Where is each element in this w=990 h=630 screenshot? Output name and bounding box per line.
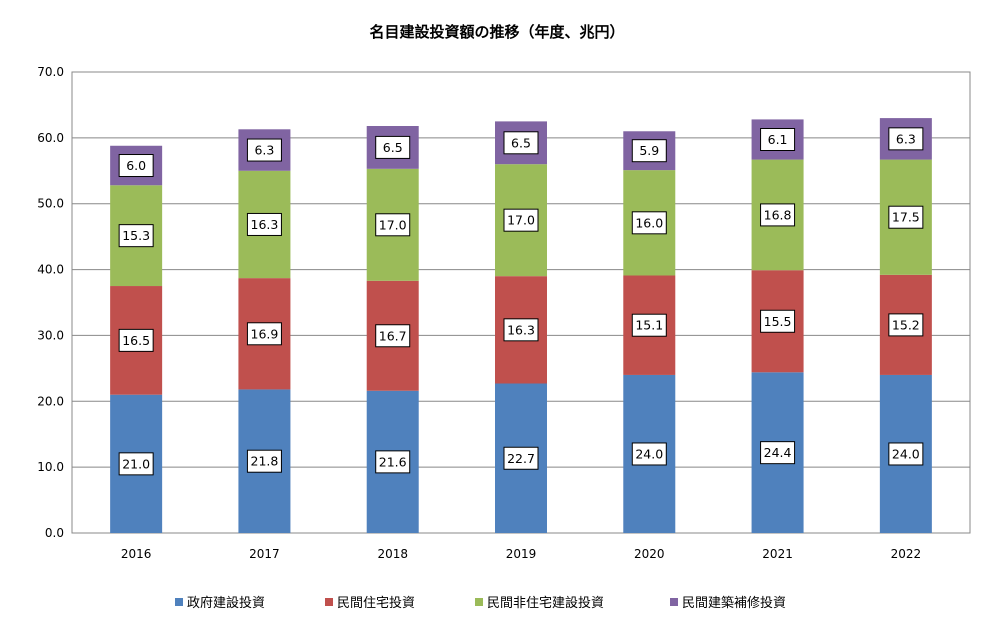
data-label-box — [888, 127, 924, 151]
data-label: 6.5 — [383, 140, 403, 155]
data-label: 16.5 — [122, 333, 150, 348]
chart-title: 名目建設投資額の推移（年度、兆円） — [369, 23, 624, 41]
data-label-box — [246, 138, 282, 162]
x-tick-label: 2018 — [377, 547, 408, 561]
data-label: 17.5 — [892, 210, 920, 225]
data-label: 6.1 — [768, 132, 788, 147]
legend-label: 政府建設投資 — [187, 595, 265, 611]
data-label: 21.6 — [379, 454, 407, 469]
data-label-box — [760, 441, 796, 465]
x-tick-label: 2017 — [249, 547, 280, 561]
x-tick-label: 2019 — [506, 547, 537, 561]
y-tick-label: 70.0 — [37, 65, 64, 79]
data-label-box — [631, 313, 667, 337]
y-tick-label: 40.0 — [37, 263, 64, 277]
data-label: 16.8 — [764, 207, 792, 222]
data-label: 15.5 — [764, 314, 792, 329]
y-tick-label: 10.0 — [37, 460, 64, 474]
data-label: 21.0 — [122, 456, 150, 471]
data-label: 15.2 — [892, 317, 920, 332]
data-label: 16.0 — [635, 215, 663, 230]
y-tick-label: 30.0 — [37, 328, 64, 342]
data-label-box — [760, 309, 796, 333]
data-label: 17.0 — [379, 217, 407, 232]
data-label: 16.9 — [251, 326, 279, 341]
data-label-box — [888, 313, 924, 337]
data-label-box — [246, 322, 282, 346]
data-label: 6.3 — [896, 131, 916, 146]
y-tick-label: 0.0 — [45, 526, 64, 540]
data-label: 16.7 — [379, 328, 407, 343]
data-label: 6.5 — [511, 135, 531, 150]
y-tick-label: 60.0 — [37, 131, 64, 145]
data-label-box — [631, 139, 667, 163]
data-label-box — [631, 211, 667, 235]
data-label: 15.3 — [122, 228, 150, 243]
data-label-box — [375, 450, 411, 474]
data-label-box — [246, 449, 282, 473]
data-label-box — [631, 442, 667, 466]
data-label-box — [888, 205, 924, 229]
y-tick-label: 50.0 — [37, 197, 64, 211]
data-label-box — [118, 154, 154, 178]
x-tick-label: 2020 — [634, 547, 665, 561]
data-label: 6.0 — [126, 158, 146, 173]
data-label: 21.8 — [251, 454, 279, 469]
data-label: 16.3 — [507, 322, 535, 337]
y-axis: 0.0 10.0 20.0 30.0 40.0 50.0 60.0 70.0 — [37, 65, 64, 540]
data-label-box — [375, 135, 411, 159]
data-label: 6.3 — [254, 143, 274, 158]
x-tick-label: 2022 — [891, 547, 922, 561]
bars: 21.0 16.5 15.3 6.0 21.8 16.9 16.3 6.3 21.6 16.7 17… — [110, 118, 932, 533]
data-label: 24.0 — [892, 446, 920, 461]
data-label: 15.1 — [635, 318, 663, 333]
data-label-box — [118, 452, 154, 476]
x-tick-label: 2016 — [121, 547, 152, 561]
legend-swatch — [475, 598, 483, 606]
data-label-box — [246, 212, 282, 236]
x-tick-label: 2021 — [762, 547, 793, 561]
legend-label: 民間建築補修投資 — [682, 595, 786, 611]
data-label: 24.0 — [635, 446, 663, 461]
data-label-box — [375, 324, 411, 348]
legend-swatch — [325, 598, 333, 606]
data-label: 16.3 — [251, 217, 279, 232]
data-label-box — [503, 446, 539, 470]
data-label-box — [503, 131, 539, 155]
data-label: 22.7 — [507, 451, 535, 466]
data-label-box — [888, 442, 924, 466]
legend-label: 民間非住宅建設投資 — [487, 595, 604, 611]
data-label: 24.4 — [764, 445, 792, 460]
data-label-box — [375, 213, 411, 237]
legend: 政府建設投資 民間住宅投資 民間非住宅建設投資 民間建築補修投資 — [175, 595, 786, 611]
data-label-box — [503, 318, 539, 342]
data-label: 17.0 — [507, 213, 535, 228]
y-tick-label: 20.0 — [37, 394, 64, 408]
data-label: 5.9 — [639, 143, 659, 158]
legend-swatch — [175, 598, 183, 606]
data-label-box — [503, 208, 539, 232]
data-label-box — [118, 224, 154, 248]
x-axis: 2016 2017 2018 2019 2020 2021 2022 — [121, 547, 921, 561]
legend-label: 民間住宅投資 — [337, 595, 415, 611]
data-label-box — [118, 328, 154, 352]
legend-swatch — [670, 598, 678, 606]
data-label-box — [760, 203, 796, 227]
data-label-box — [760, 128, 796, 152]
